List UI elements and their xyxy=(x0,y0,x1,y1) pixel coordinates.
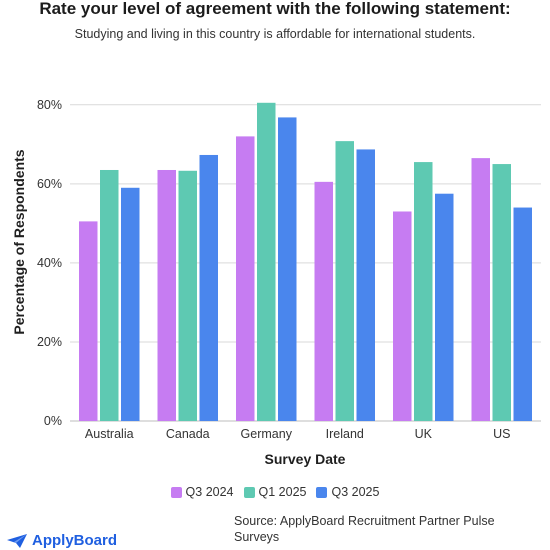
x-axis-title: Survey Date xyxy=(265,451,346,467)
bar-us-q1-2025 xyxy=(492,164,511,421)
gridlines xyxy=(70,104,541,422)
x-tick-label: Ireland xyxy=(326,427,364,441)
bar-ireland-q3-2024 xyxy=(314,181,333,421)
chart-title: Rate your level of agreement with the fo… xyxy=(39,0,511,18)
x-tick-label: Canada xyxy=(166,427,210,441)
bar-uk-q3-2024 xyxy=(393,211,412,421)
legend-label: Q1 2025 xyxy=(258,485,307,499)
legend-swatch xyxy=(316,486,328,498)
bar-us-q3-2024 xyxy=(471,158,490,422)
bar-ireland-q1-2025 xyxy=(335,141,354,421)
bar-canada-q1-2025 xyxy=(178,170,197,421)
logo-text: ApplyBoard xyxy=(32,532,118,549)
bar-uk-q1-2025 xyxy=(414,162,433,422)
legend-item-q3-2025[interactable]: Q3 2025 xyxy=(316,485,379,499)
x-axis-ticks: Australia Canada Germany Ireland UK US xyxy=(85,427,511,441)
bar-germany-q3-2025 xyxy=(278,117,297,421)
bar-canada-q3-2024 xyxy=(157,169,176,421)
chart-subtitle: Studying and living in this country is a… xyxy=(74,27,476,41)
y-axis-title: Percentage of Respondents xyxy=(11,149,27,334)
x-tick-label: US xyxy=(493,427,510,441)
source-note: Source: ApplyBoard Recruitment Partner P… xyxy=(234,514,495,544)
legend-item-q1-2025[interactable]: Q1 2025 xyxy=(243,485,307,499)
y-tick-label: 0% xyxy=(44,414,62,428)
y-axis-ticks: 0% 20% 40% 60% 80% xyxy=(37,98,62,428)
applyboard-logo: ApplyBoard xyxy=(6,532,117,549)
legend-label: Q3 2024 xyxy=(185,485,234,499)
legend-label: Q3 2025 xyxy=(331,485,380,499)
y-tick-label: 60% xyxy=(37,177,62,191)
x-tick-label: Germany xyxy=(241,427,293,441)
y-tick-label: 80% xyxy=(37,98,62,112)
legend-swatch xyxy=(243,486,255,498)
x-tick-label: Australia xyxy=(85,427,134,441)
bar-australia-q3-2025 xyxy=(121,187,140,421)
bar-germany-q1-2025 xyxy=(257,102,276,421)
bars xyxy=(79,102,532,422)
bar-germany-q3-2024 xyxy=(236,136,255,421)
bar-australia-q3-2024 xyxy=(79,221,98,421)
legend: Q3 2024 Q1 2025 Q3 2025 xyxy=(0,485,550,499)
bar-us-q3-2025 xyxy=(513,207,532,421)
x-tick-label: UK xyxy=(415,427,433,441)
paper-plane-icon xyxy=(7,533,27,548)
y-tick-label: 40% xyxy=(37,256,62,270)
bar-canada-q3-2025 xyxy=(199,154,218,422)
bar-australia-q1-2025 xyxy=(100,169,119,421)
bar-uk-q3-2025 xyxy=(435,193,454,421)
legend-swatch xyxy=(170,486,182,498)
bar-chart: 0% 20% 40% 60% 80% Australia Canada Germany Ire… xyxy=(11,98,541,467)
legend-item-q3-2024[interactable]: Q3 2024 xyxy=(170,485,234,499)
y-tick-label: 20% xyxy=(37,335,62,349)
bar-ireland-q3-2025 xyxy=(356,149,375,422)
